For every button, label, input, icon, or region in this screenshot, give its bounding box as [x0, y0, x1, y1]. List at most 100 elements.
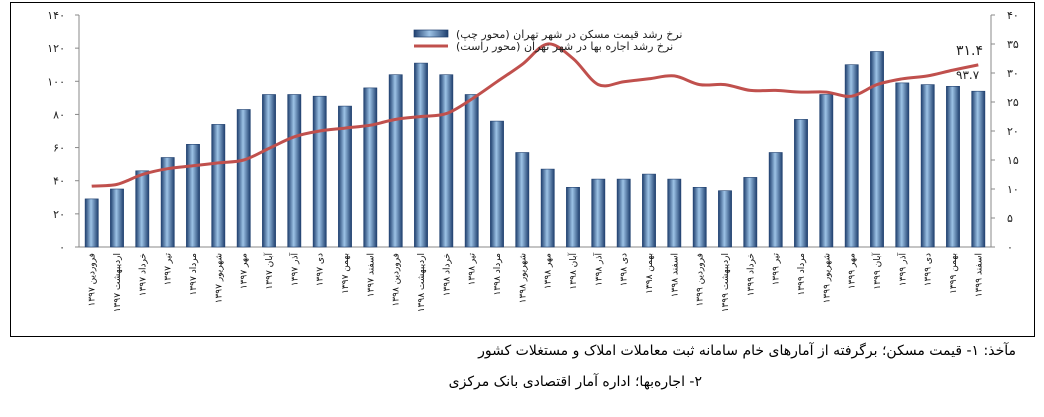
left-tick-label: ۴۰	[53, 175, 65, 188]
category-label: مهر ۱۳۹۹	[848, 253, 858, 289]
price-bar	[515, 152, 530, 248]
price-bar	[692, 187, 707, 248]
price-bar	[616, 178, 631, 248]
category-label: آذر ۱۳۹۹	[896, 253, 908, 287]
price-bar	[135, 170, 150, 248]
category-label: اسفند ۱۳۹۹	[974, 253, 984, 297]
price-bar	[84, 198, 99, 248]
price-bar	[363, 87, 378, 248]
right-tick-label: ۲۵	[1007, 96, 1019, 109]
category-label: دی ۱۳۹۸	[620, 253, 630, 286]
category-label: خرداد ۱۳۹۹	[746, 253, 756, 296]
right-tick-label: ۳۵	[1007, 38, 1019, 51]
price-bar	[287, 94, 302, 248]
category-labels-layer: فروردین ۱۳۹۷ اردیبهشت ۱۳۹۷ خرداد ۱۳۹۷ تیر ۱…	[88, 253, 985, 313]
category-label: تیر ۱۳۹۸	[468, 253, 478, 286]
category-label: مرداد ۱۳۹۸	[493, 253, 503, 296]
category-label: آذر ۱۳۹۷	[288, 253, 300, 287]
price-bar	[920, 84, 935, 248]
left-tick-label: ۱۲۰	[47, 42, 65, 55]
category-label: اردیبهشت ۱۳۹۹	[721, 253, 731, 312]
annotation-rent-value: ۳۱.۴	[956, 43, 983, 59]
right-tick-label: ۲۰	[1007, 125, 1019, 138]
category-label: دی ۱۳۹۷	[316, 253, 326, 286]
price-bar	[819, 94, 834, 248]
price-bar	[186, 144, 200, 248]
price-bar	[768, 152, 783, 248]
category-label: فروردین ۱۳۹۷	[88, 253, 98, 307]
category-label: اسفند ۱۳۹۸	[670, 253, 680, 297]
category-label: دی ۱۳۹۹	[924, 253, 934, 286]
price-bar	[870, 51, 884, 248]
category-label: مهر ۱۳۹۸	[544, 253, 554, 289]
price-bar	[490, 120, 504, 248]
category-label: آبان ۱۳۹۸	[567, 253, 579, 290]
bars-layer	[84, 51, 986, 248]
price-bar	[718, 190, 732, 248]
price-bar	[971, 90, 986, 248]
price-bar	[439, 74, 454, 248]
source-note-2: ۲- اجاره‌بها؛ اداره آمار اقتصادی بانک مر…	[448, 374, 702, 390]
annotation-price-value: ۹۳.۷	[956, 68, 980, 82]
left-tick-label: ۲۰	[53, 208, 65, 221]
legend: نرخ رشد قیمت مسکن در شهر تهران (محور چپ)…	[413, 28, 682, 53]
left-tick-label: ۱۰۰	[47, 75, 65, 88]
category-label: فروردین ۱۳۹۸	[392, 253, 402, 307]
chart-svg: ۰ ۲۰ ۴۰ ۶۰ ۸۰ ۱۰۰ ۱۲۰ ۱۴۰ ۰ ۵ ۱۰ ۱۵ ۲۰ ۲۵ ۳۰ ۳۵ ۴۰ فرورد…	[47, 9, 1019, 313]
price-bar	[464, 94, 479, 248]
category-label: تیر ۱۳۹۷	[164, 253, 174, 286]
left-tick-label: ۱۴۰	[47, 9, 65, 22]
category-label: خرداد ۱۳۹۷	[138, 253, 148, 296]
category-label: اردیبهشت ۱۳۹۸	[417, 253, 427, 312]
legend-bar-swatch	[413, 29, 449, 38]
price-bar	[667, 178, 682, 248]
right-tick-label: ۱۵	[1007, 154, 1019, 167]
line-layer	[91, 42, 979, 188]
category-label: آبان ۱۳۹۹	[871, 253, 883, 290]
left-tick-label: ۸۰	[53, 108, 65, 121]
category-label: اردیبهشت ۱۳۹۷	[113, 253, 123, 312]
right-tick-label: ۵	[1007, 212, 1013, 225]
price-bar	[160, 157, 175, 248]
axes-layer: ۰ ۲۰ ۴۰ ۶۰ ۸۰ ۱۰۰ ۱۲۰ ۱۴۰ ۰ ۵ ۱۰ ۱۵ ۲۰ ۲۵ ۳۰ ۳۵ ۴۰	[47, 9, 1019, 254]
price-bar	[540, 168, 555, 248]
rent-growth-line	[91, 42, 979, 188]
price-bar	[946, 86, 960, 248]
category-label: مرداد ۱۳۹۷	[189, 253, 199, 296]
category-label: شهریور ۱۳۹۹	[822, 253, 832, 303]
price-bar	[591, 178, 606, 248]
right-tick-label: ۳۰	[1007, 67, 1019, 80]
right-tick-label: ۴۰	[1007, 9, 1019, 22]
source-note-1: مآخذ: ۱- قیمت مسکن؛ برگرفته از آمارهای خ…	[478, 343, 1016, 359]
price-bar	[794, 119, 808, 248]
left-tick-label: ۶۰	[53, 142, 65, 155]
category-label: شهریور ۱۳۹۷	[214, 253, 224, 303]
price-bar	[895, 82, 910, 248]
category-label: بهمن ۱۳۹۸	[645, 253, 655, 294]
left-tick-label: ۰	[59, 241, 65, 254]
right-tick-label: ۱۰	[1007, 183, 1019, 196]
price-bar	[414, 62, 428, 248]
price-bar	[236, 109, 251, 248]
category-label: بهمن ۱۳۹۹	[949, 253, 959, 294]
category-label: شهریور ۱۳۹۸	[518, 253, 528, 303]
category-label: تیر ۱۳۹۹	[772, 253, 782, 286]
price-bar	[388, 74, 403, 248]
chart-frame: ۰ ۲۰ ۴۰ ۶۰ ۸۰ ۱۰۰ ۱۲۰ ۱۴۰ ۰ ۵ ۱۰ ۱۵ ۲۰ ۲۵ ۳۰ ۳۵ ۴۰ فرورد…	[10, 2, 1035, 337]
category-label: آبان ۱۳۹۷	[263, 253, 275, 290]
price-bar	[743, 177, 758, 248]
category-label: خرداد ۱۳۹۸	[442, 253, 452, 296]
category-label: مهر ۱۳۹۷	[240, 253, 250, 289]
legend-bar-label: نرخ رشد قیمت مسکن در شهر تهران (محور چپ)	[456, 28, 682, 41]
right-tick-label: ۰	[1007, 241, 1013, 254]
category-label: مرداد ۱۳۹۹	[797, 253, 807, 296]
legend-line-label: نرخ رشد اجاره بها در شهر تهران (محور راس…	[456, 40, 673, 53]
price-bar	[312, 95, 327, 248]
price-bar	[110, 188, 124, 248]
category-label: اسفند ۱۳۹۷	[366, 253, 376, 297]
price-bar	[262, 94, 276, 248]
category-label: آذر ۱۳۹۸	[592, 253, 604, 287]
price-bar	[642, 173, 656, 248]
price-bar	[211, 124, 226, 248]
category-label: بهمن ۱۳۹۷	[341, 253, 351, 294]
